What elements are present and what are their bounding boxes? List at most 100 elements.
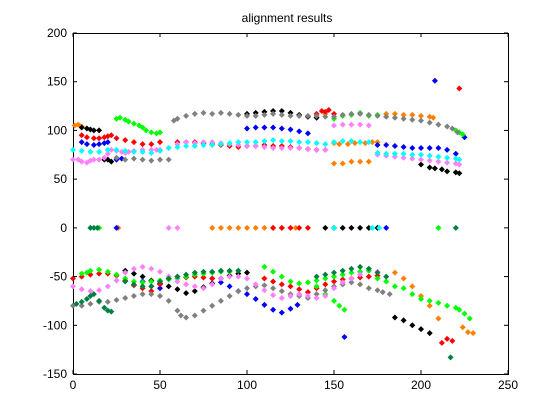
data-point [400,317,407,324]
data-point [435,315,442,322]
data-point [130,293,137,300]
data-point [104,150,111,157]
data-point [122,295,129,302]
data-point [426,157,433,164]
data-point [157,156,163,163]
data-point [157,278,163,285]
data-point [261,301,268,308]
data-point [174,307,181,314]
y-tick-label: -50 [50,270,68,284]
data-point [313,283,320,290]
data-point [339,267,346,274]
data-point [261,224,268,231]
x-tick-label: 200 [411,378,431,392]
data-point [113,277,120,284]
data-point [431,165,438,172]
data-point [87,288,94,295]
data-point [466,315,473,322]
data-point [435,153,442,160]
data-point [252,124,259,131]
data-point [418,156,424,163]
data-point [226,293,233,300]
y-tick-label: 0 [60,221,67,235]
data-point [296,286,303,293]
data-point [174,278,181,285]
data-point [108,308,115,315]
data-point [157,285,163,292]
y-tick-label: 100 [47,123,67,137]
data-point [244,275,250,282]
data-point [96,297,103,304]
data-point [113,135,120,142]
data-point [177,312,184,319]
data-point [83,295,90,302]
data-point [383,224,390,231]
data-point [365,158,372,165]
data-point [130,120,137,127]
data-point [209,142,216,149]
data-point [148,141,155,148]
data-point [287,138,294,145]
data-point [130,155,137,162]
data-point [336,141,343,148]
y-tick-label: -150 [43,367,67,381]
data-point [113,296,120,303]
data-point [435,299,442,306]
data-point [418,151,424,158]
data-point [209,110,216,117]
data-point [470,330,477,337]
data-point [313,140,320,147]
data-point [454,129,461,136]
data-point [191,283,198,290]
data-point [209,281,216,288]
data-point [365,111,372,118]
data-point [90,224,97,231]
data-point [90,127,97,134]
data-point [217,267,224,274]
data-point [261,143,268,150]
data-point [244,112,250,119]
data-point [183,112,190,119]
data-point [270,268,277,275]
data-point [96,135,103,142]
data-point [217,297,224,304]
data-point [409,322,416,329]
data-point [183,139,190,146]
data-point [339,271,346,278]
data-point [78,298,85,305]
data-point [104,268,111,275]
data-point [348,269,355,276]
data-point [292,224,299,231]
data-point [87,267,94,274]
data-point [287,278,294,285]
data-point [101,154,108,161]
data-point [122,147,129,154]
data-point [296,144,303,151]
data-point [322,271,329,278]
data-point [200,142,207,149]
data-point [426,144,433,151]
data-point [108,146,115,153]
data-point [96,266,103,273]
data-point [78,132,85,139]
data-point [157,268,163,275]
data-point [183,290,190,297]
data-point [313,112,320,119]
data-point [456,85,463,92]
data-point [391,314,398,321]
data-point [139,148,146,155]
data-point [200,285,207,292]
data-point [369,139,376,146]
data-point [341,333,348,340]
data-point [90,156,97,163]
data-point [261,263,268,270]
data-point [287,112,294,119]
data-point [365,273,372,280]
data-point [217,279,224,286]
y-tick-label: 200 [47,26,67,40]
data-point [435,224,442,231]
data-point [313,273,320,280]
data-point [130,281,137,288]
data-point [78,286,85,293]
data-point [270,292,277,299]
